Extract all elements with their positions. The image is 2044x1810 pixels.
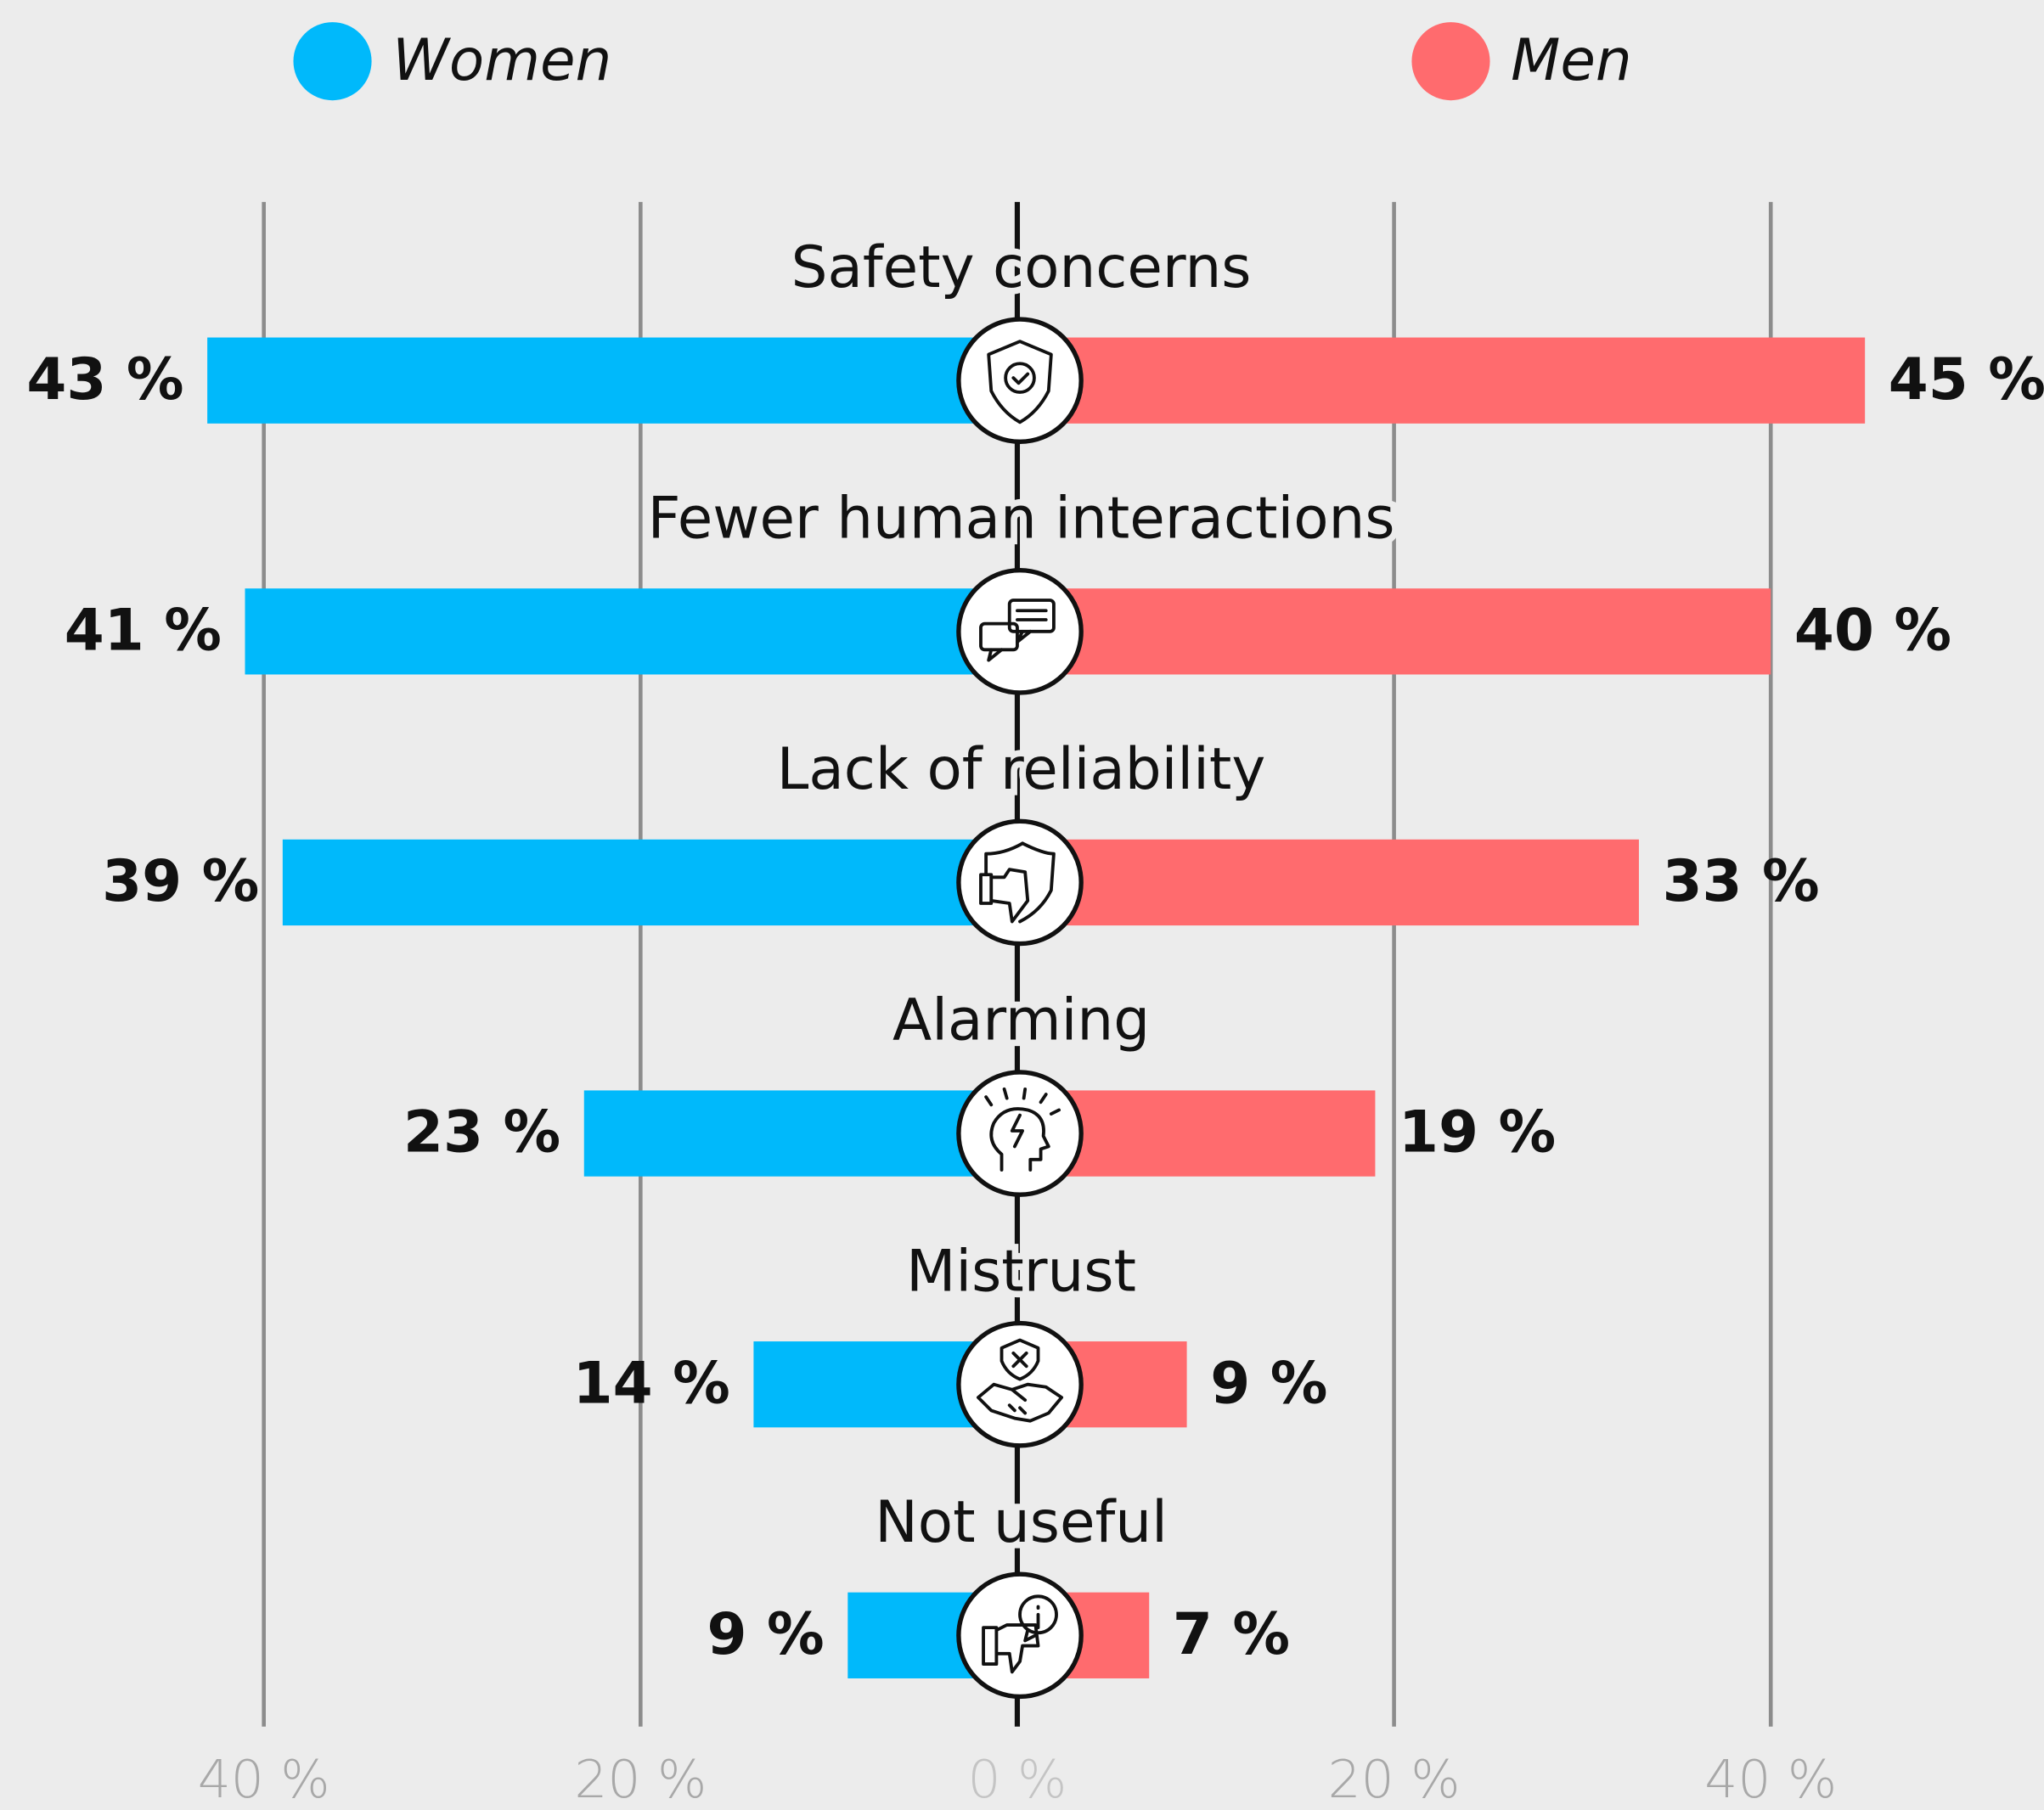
icon-badge: [956, 1320, 1084, 1448]
category-label: Alarming: [892, 987, 1150, 1054]
icon-part: [989, 868, 1030, 924]
icon-part: [989, 1107, 1050, 1172]
icon: [979, 599, 1056, 662]
value-label: 9 %: [707, 1600, 825, 1667]
category-label: Mistrust: [906, 1237, 1136, 1304]
bar: [1016, 839, 1639, 926]
icon-part: [1023, 1628, 1038, 1643]
value-label: 33 %: [1663, 847, 1820, 914]
icon-part: [1011, 1351, 1028, 1369]
icon-part: [982, 1623, 1040, 1674]
icon-part: [1018, 841, 1056, 924]
value-label: 23 %: [403, 1099, 560, 1166]
value-label: 19 %: [1399, 1099, 1556, 1166]
bar: [1016, 588, 1771, 675]
icon-part: [1016, 609, 1048, 621]
icon: [982, 1594, 1058, 1674]
value-label: 45 %: [1889, 346, 2044, 413]
category-label: Safety concerns: [791, 233, 1252, 301]
x-tick-label: 40 %: [1704, 1750, 1837, 1810]
category-label: Not useful: [875, 1488, 1168, 1555]
value-label: 14 %: [573, 1349, 730, 1416]
value-label: 7 %: [1173, 1600, 1290, 1667]
bar: [207, 337, 1017, 424]
icon-part: [979, 873, 994, 905]
icon: [984, 1087, 1061, 1172]
category-label: Fewer human interactions: [648, 484, 1395, 551]
legend-label: Women: [392, 26, 611, 93]
value-label: 43 %: [26, 346, 183, 413]
x-tick-label: 20 %: [574, 1750, 707, 1810]
icon-badge: [956, 818, 1084, 947]
icon-part: [987, 340, 1053, 424]
icon-part: [999, 1338, 1040, 1381]
x-tick-label: 20 %: [1328, 1750, 1461, 1810]
value-label: 39 %: [102, 847, 259, 914]
bar: [1016, 337, 1866, 424]
icon-part: [984, 841, 1025, 877]
value-label: 40 %: [1794, 596, 1951, 663]
icon-part: [1011, 372, 1030, 385]
icon-part: [1010, 1113, 1025, 1149]
x-tick-label: 40 %: [198, 1750, 330, 1810]
icon-badge: [956, 1571, 1084, 1700]
icon-part: [1004, 362, 1036, 394]
icon-part: [987, 648, 1004, 662]
bar: [583, 1090, 1017, 1177]
legend-label: Men: [1511, 26, 1632, 93]
bar: [245, 588, 1017, 675]
icon-part: [984, 1087, 1061, 1116]
icon: [987, 340, 1053, 424]
legend-swatch: [1411, 22, 1490, 101]
category-label: Lack of reliability: [777, 735, 1265, 802]
icon: [976, 1338, 1064, 1423]
legend-swatch: [293, 22, 372, 101]
value-label: 41 %: [65, 596, 222, 663]
x-tick-label: 0 %: [968, 1750, 1067, 1810]
bar: [282, 839, 1017, 926]
icon-part: [976, 1382, 1064, 1423]
icon: [979, 841, 1056, 924]
value-label: 9 %: [1210, 1349, 1327, 1416]
